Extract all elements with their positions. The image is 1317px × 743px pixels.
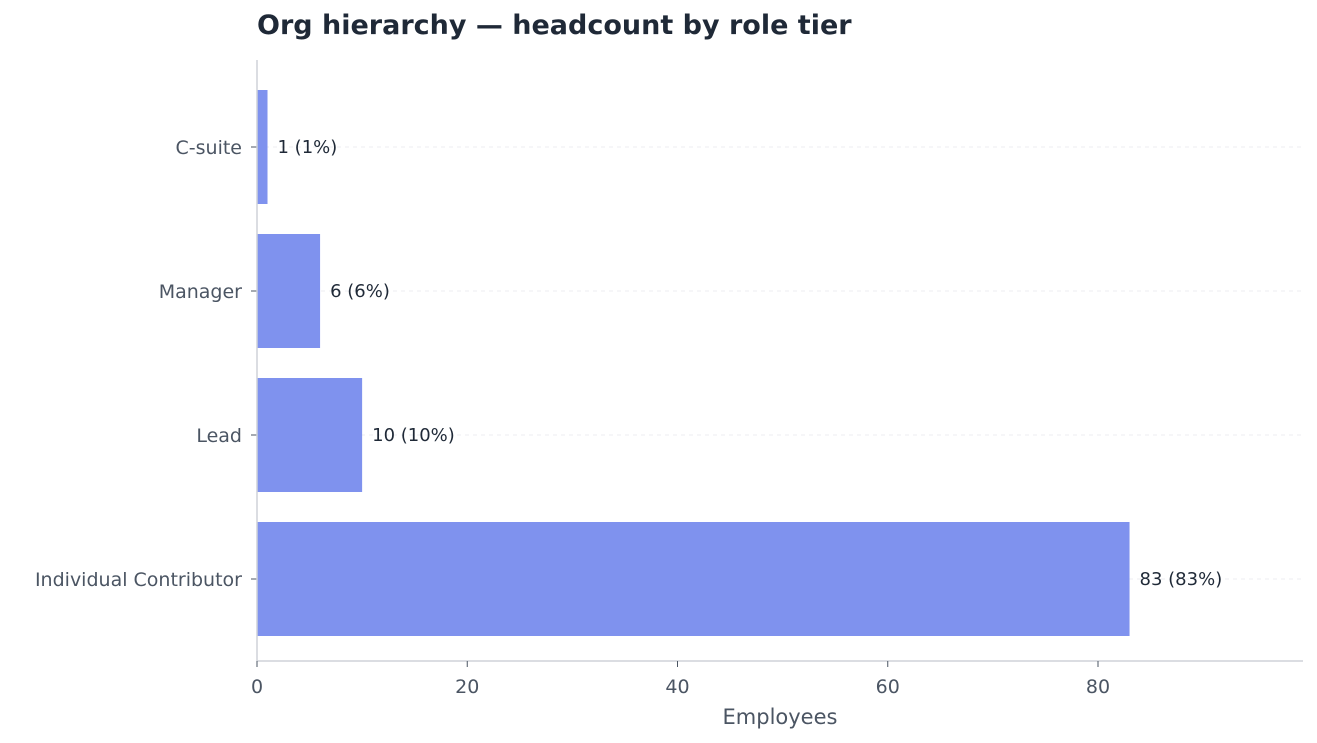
data-label-lead: 10 (10%)	[372, 425, 455, 446]
y-tick-label-individual-contributor: Individual Contributor	[35, 569, 242, 591]
chart-title: Org hierarchy — headcount by role tier	[257, 10, 852, 41]
data-label-individual-contributor: 83 (83%)	[1140, 569, 1223, 590]
bar-manager	[257, 234, 321, 348]
x-tick-label-0: 0	[251, 676, 263, 698]
grid-lines	[257, 146, 1303, 580]
bar-lead	[257, 378, 363, 492]
y-tick-label-manager: Manager	[159, 281, 242, 303]
labels: C-suite 1 (1%) Manager 6 (6%) Lead 10 (10%) In…	[35, 137, 1222, 698]
data-label-manager: 6 (6%)	[330, 281, 390, 302]
bar-individual-contributor	[257, 522, 1130, 636]
y-tick-label-lead: Lead	[196, 425, 242, 447]
x-tick-label-40: 40	[665, 676, 689, 698]
bar-c-suite	[257, 90, 268, 204]
x-tick-label-60: 60	[876, 676, 900, 698]
x-tick-label-20: 20	[455, 676, 479, 698]
axes	[251, 60, 1303, 667]
bars	[257, 90, 1130, 636]
x-tick-label-80: 80	[1086, 676, 1110, 698]
x-axis-title: Employees	[723, 705, 838, 729]
y-tick-label-c-suite: C-suite	[176, 137, 242, 159]
data-label-c-suite: 1 (1%)	[278, 137, 338, 158]
